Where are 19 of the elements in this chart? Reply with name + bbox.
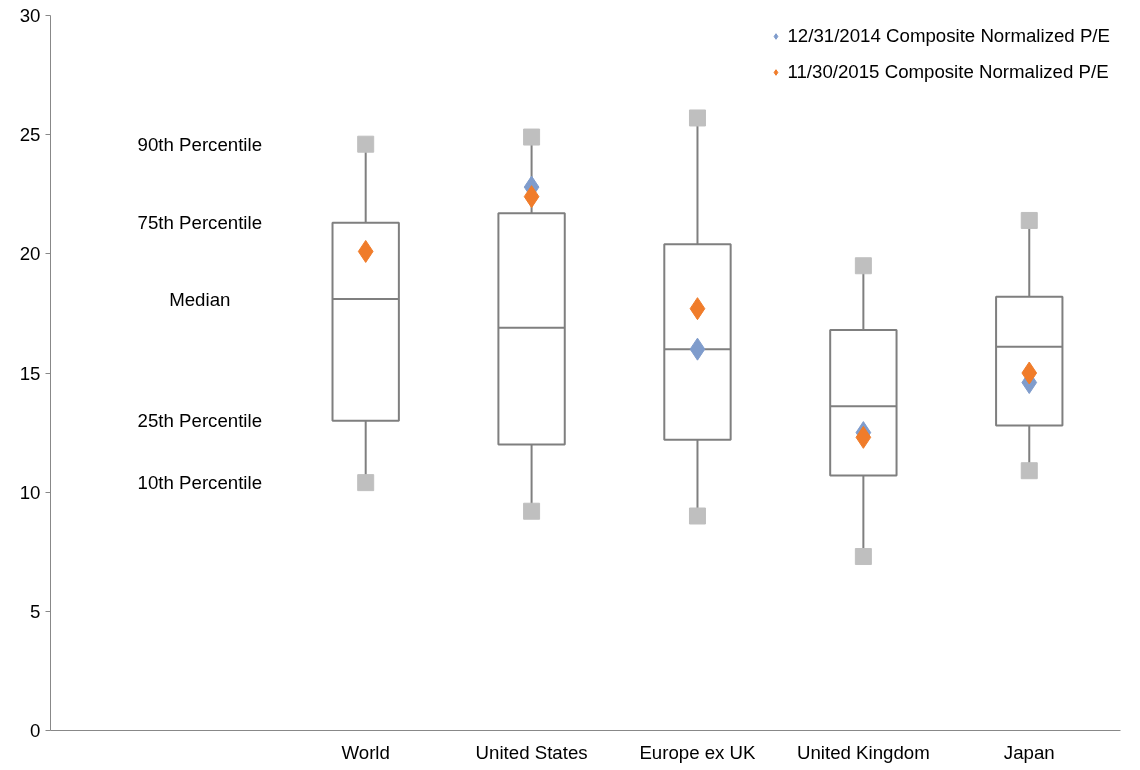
x-tick-label: United Kingdom	[797, 741, 930, 763]
y-tick-label: 25	[19, 124, 41, 146]
y-tick-label: 20	[19, 243, 41, 265]
x-tick-label: Japan	[1003, 741, 1055, 763]
y-tick-label: 30	[19, 5, 41, 26]
annotation: Median	[169, 288, 231, 310]
annotation: 75th Percentile	[137, 212, 263, 234]
x-tick-label: World	[341, 741, 390, 763]
x-tick-label: United States	[475, 741, 588, 763]
y-tick-label: 5	[30, 600, 41, 622]
legend-label: 11/30/2015 Composite Normalized P/E	[787, 61, 1109, 83]
y-tick-label: 0	[30, 720, 41, 741]
y-tick-label: 15	[19, 362, 41, 384]
y-tick-label: 10	[19, 481, 41, 503]
legend-label: 12/31/2014 Composite Normalized P/E	[787, 25, 1110, 47]
annotation: 25th Percentile	[137, 410, 263, 432]
x-tick-label: Europe ex UK	[639, 741, 757, 763]
annotation: 10th Percentile	[137, 472, 263, 494]
annotation: 90th Percentile	[137, 133, 263, 155]
